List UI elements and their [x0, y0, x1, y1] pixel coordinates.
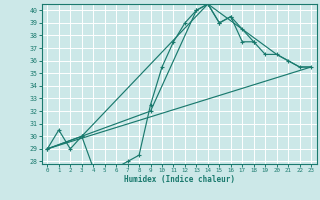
X-axis label: Humidex (Indice chaleur): Humidex (Indice chaleur) — [124, 175, 235, 184]
